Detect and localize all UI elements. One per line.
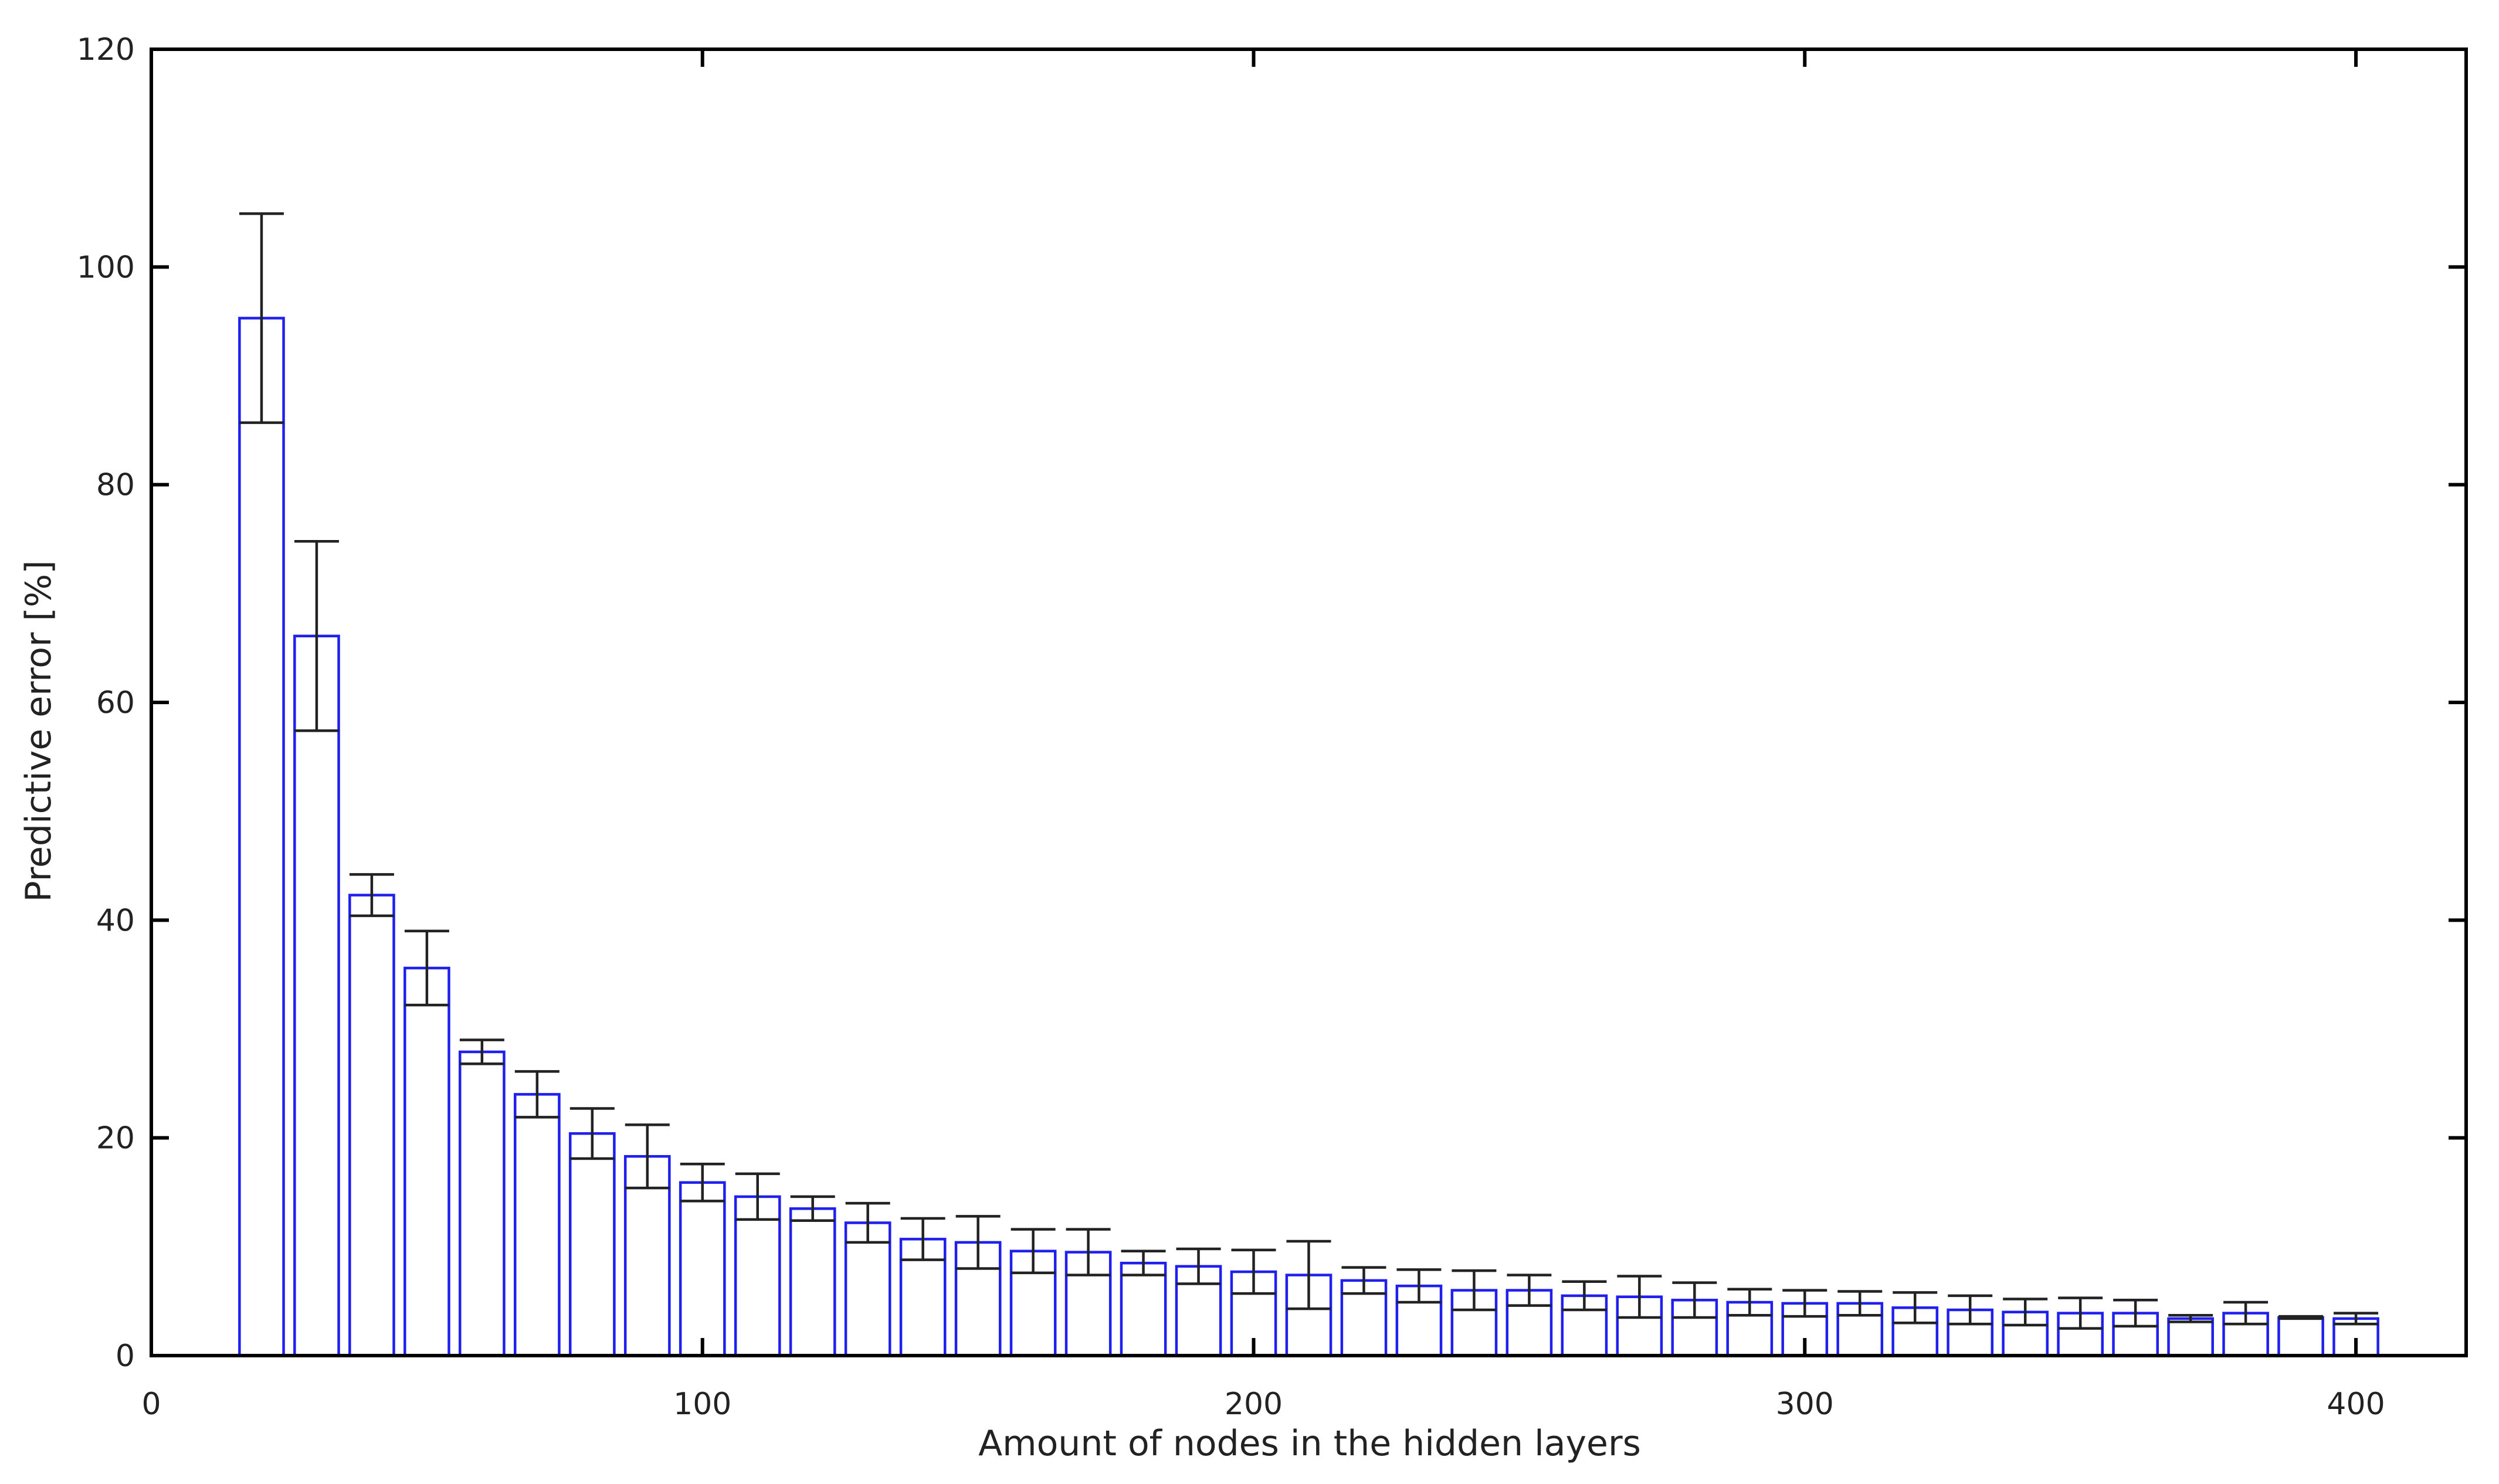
bar bbox=[403, 966, 450, 1357]
bar bbox=[348, 894, 395, 1357]
error-bar bbox=[625, 1123, 670, 1190]
error-bar bbox=[1837, 1290, 1883, 1317]
error-bar bbox=[1727, 1288, 1772, 1317]
error-bar bbox=[955, 1215, 1001, 1270]
error-bar bbox=[569, 1107, 615, 1160]
error-bar bbox=[349, 873, 394, 918]
bar bbox=[459, 1050, 506, 1357]
error-bar bbox=[2168, 1314, 2213, 1323]
bar bbox=[1671, 1299, 1718, 1357]
bar bbox=[789, 1207, 836, 1357]
x-tick-label: 0 bbox=[141, 1387, 161, 1422]
error-bar bbox=[1066, 1228, 1111, 1276]
error-bars-layer bbox=[239, 212, 2379, 1330]
y-tick-label: 0 bbox=[116, 1339, 135, 1374]
error-bar bbox=[680, 1162, 725, 1203]
error-bar bbox=[1011, 1228, 1056, 1275]
error-bar bbox=[1672, 1281, 1717, 1319]
error-bar bbox=[1617, 1275, 1662, 1319]
error-bar bbox=[1396, 1268, 1442, 1304]
bar bbox=[513, 1093, 561, 1357]
bars-layer bbox=[238, 317, 2379, 1357]
error-bar bbox=[1562, 1280, 1607, 1312]
error-bar bbox=[2058, 1296, 2103, 1330]
error-bar bbox=[735, 1172, 780, 1221]
bar bbox=[1120, 1261, 1167, 1357]
error-bar bbox=[2334, 1312, 2379, 1326]
error-bar bbox=[2003, 1298, 2048, 1327]
axes-layer bbox=[150, 47, 2468, 1357]
error-bar bbox=[404, 929, 449, 1007]
x-tick-label: 400 bbox=[2327, 1387, 2385, 1422]
bar bbox=[293, 634, 340, 1357]
y-tick-label: 120 bbox=[77, 32, 135, 67]
error-bar bbox=[1341, 1266, 1386, 1295]
x-tick-label: 100 bbox=[673, 1387, 731, 1422]
error-bar bbox=[1948, 1294, 1993, 1326]
y-tick-label: 20 bbox=[96, 1121, 135, 1156]
bar bbox=[623, 1154, 671, 1357]
error-bar bbox=[514, 1070, 560, 1119]
bar bbox=[2277, 1316, 2324, 1357]
error-bar bbox=[2113, 1299, 2158, 1328]
x-axis-title: Amount of nodes in the hidden layers bbox=[978, 1423, 1641, 1464]
error-bar bbox=[1286, 1240, 1331, 1310]
error-bar bbox=[459, 1038, 504, 1065]
error-bar bbox=[845, 1201, 890, 1244]
x-tick-label: 200 bbox=[1225, 1387, 1283, 1422]
error-bar bbox=[2223, 1300, 2269, 1326]
y-tick-label: 100 bbox=[77, 250, 135, 285]
y-tick-label: 60 bbox=[96, 685, 135, 721]
error-bar bbox=[1121, 1249, 1166, 1276]
labels-layer: 0 100 200 300 400 0 20 40 60 80 100 120 bbox=[77, 32, 2385, 1422]
bar bbox=[568, 1132, 616, 1357]
error-bar bbox=[239, 212, 284, 425]
error-bar bbox=[294, 539, 339, 732]
error-bar bbox=[790, 1195, 835, 1222]
error-bar bbox=[1231, 1248, 1276, 1295]
bar bbox=[238, 317, 285, 1357]
bar bbox=[2167, 1317, 2214, 1357]
error-bar bbox=[1893, 1291, 1938, 1325]
error-bar bbox=[1452, 1269, 1497, 1312]
y-axis-title: Predictive error [%] bbox=[18, 561, 59, 902]
bar bbox=[679, 1181, 726, 1357]
y-tick-label: 40 bbox=[96, 903, 135, 938]
x-tick-label: 300 bbox=[1776, 1387, 1834, 1422]
y-tick-label: 80 bbox=[96, 468, 135, 503]
error-bar bbox=[2278, 1315, 2324, 1320]
error-bar bbox=[1782, 1289, 1827, 1318]
error-bar bbox=[1507, 1274, 1552, 1307]
error-bar bbox=[900, 1217, 945, 1261]
error-bar bbox=[1176, 1247, 1221, 1285]
